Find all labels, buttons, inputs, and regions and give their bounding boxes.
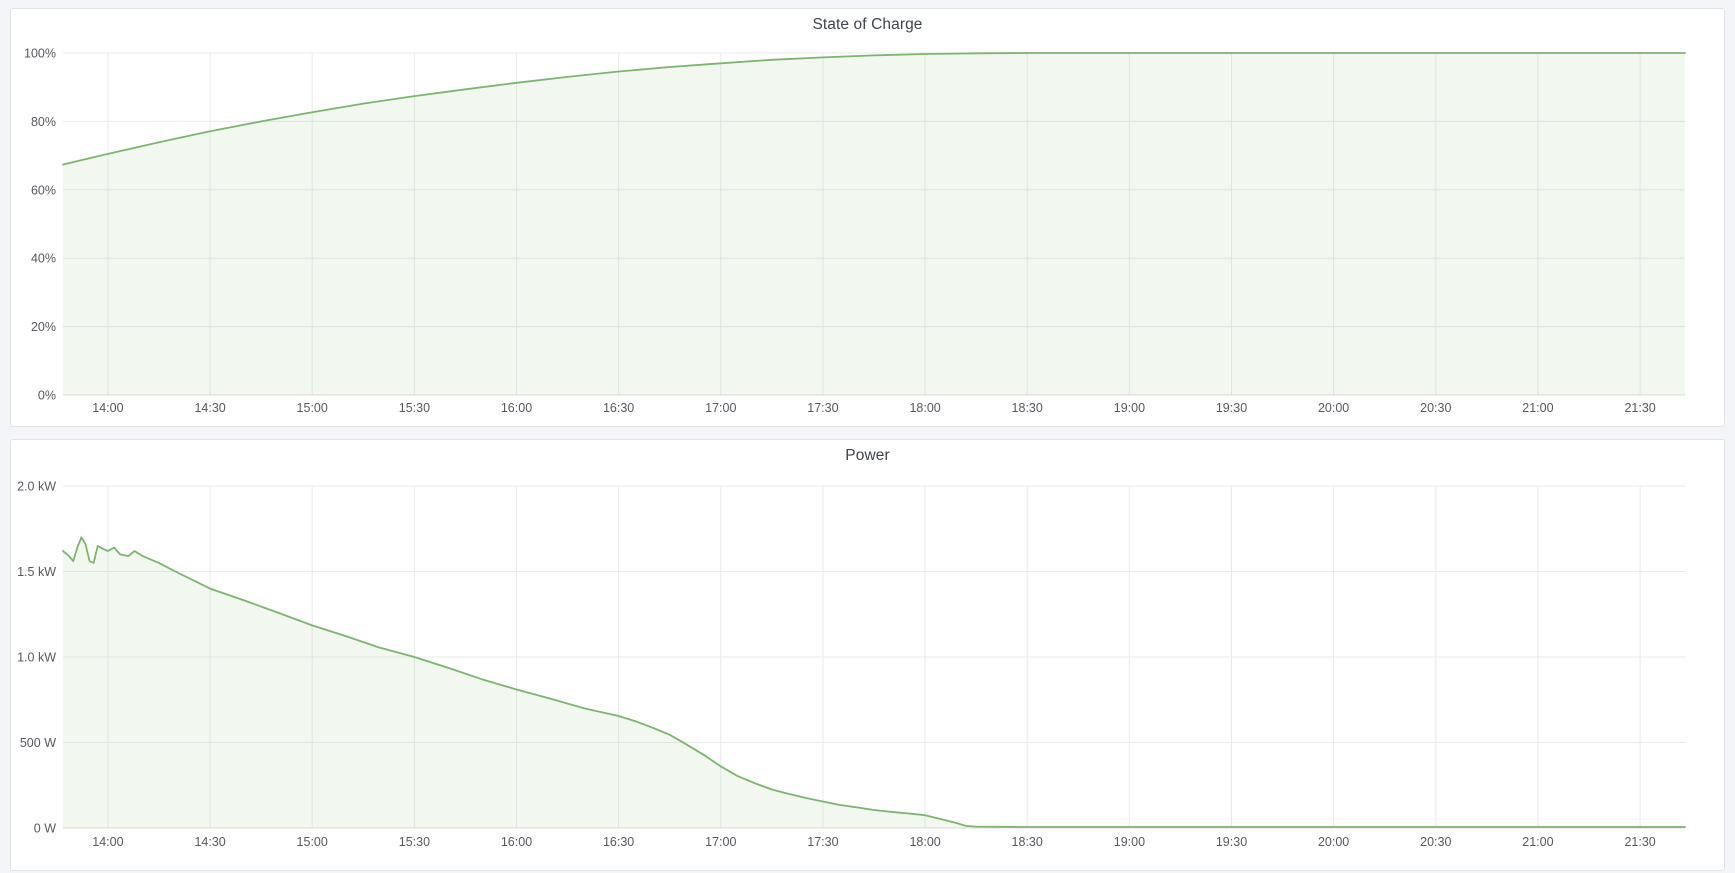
x-tick-label: 18:00 [909,835,940,849]
power-series-line [62,536,1686,828]
y-tick-label: 60% [31,183,56,197]
x-tick-label: 16:00 [501,835,532,849]
x-tick-label: 19:00 [1114,835,1145,849]
x-tick-label: 21:30 [1624,401,1655,415]
x-tick-label: 18:30 [1012,835,1043,849]
x-tick-label: 17:30 [807,835,838,849]
y-tick-label: 100% [24,47,56,61]
x-tick-label: 18:30 [1012,401,1043,415]
y-tick-label: 1.0 kW [17,651,56,665]
x-tick-label: 17:00 [705,401,736,415]
state-of-charge-chart[interactable]: 14:00 14:30 15:00 15:30 16:00 16:30 17:00 17:30… [11,9,1724,426]
state-of-charge-series-line [62,52,1686,166]
x-tick-label: 20:00 [1318,835,1349,849]
x-tick-label: 19:00 [1114,401,1145,415]
x-tick-label: 20:30 [1420,835,1451,849]
state-of-charge-series-fill [63,53,1685,395]
x-tick-label: 14:30 [194,401,225,415]
x-tick-label: 14:00 [92,835,123,849]
x-tick-label: 16:30 [603,835,634,849]
x-tick-label: 15:00 [297,401,328,415]
x-tick-label: 18:00 [909,401,940,415]
y-tick-label: 20% [31,320,56,334]
power-chart[interactable]: 14:00 14:30 15:00 15:30 16:00 16:30 17:00 17:30… [11,440,1724,870]
y-tick-label: 80% [31,115,56,129]
y-tick-label: 500 W [20,736,56,750]
x-tick-label: 14:00 [92,401,123,415]
x-tick-label: 20:30 [1420,401,1451,415]
x-tick-label: 15:00 [297,835,328,849]
x-tick-label: 20:00 [1318,401,1349,415]
panel-power: Power 14:00 14:30 15:00 15:30 16:00 16:30 17:0… [10,439,1725,871]
x-tick-label: 15:30 [399,401,430,415]
x-tick-label: 19:30 [1216,401,1247,415]
x-tick-label: 16:00 [501,401,532,415]
y-tick-label: 0% [38,389,56,403]
panel-title-state-of-charge[interactable]: State of Charge [812,16,923,33]
y-tick-label: 40% [31,252,56,266]
x-tick-label: 16:30 [603,401,634,415]
x-tick-label: 21:00 [1522,401,1553,415]
x-tick-label: 14:30 [194,835,225,849]
x-tick-label: 21:00 [1522,835,1553,849]
y-tick-label: 1.5 kW [17,565,56,579]
x-tick-label: 17:00 [705,835,736,849]
y-tick-label: 0 W [34,822,56,836]
x-tick-label: 21:30 [1624,835,1655,849]
panel-title-power[interactable]: Power [845,447,890,464]
panel-state-of-charge: State of Charge 14:00 14:30 15:00 15:30 16:0… [10,8,1725,427]
x-tick-label: 15:30 [399,835,430,849]
x-tick-label: 17:30 [807,401,838,415]
y-tick-label: 2.0 kW [17,480,56,494]
power-series-fill [63,537,1685,828]
x-tick-label: 19:30 [1216,835,1247,849]
